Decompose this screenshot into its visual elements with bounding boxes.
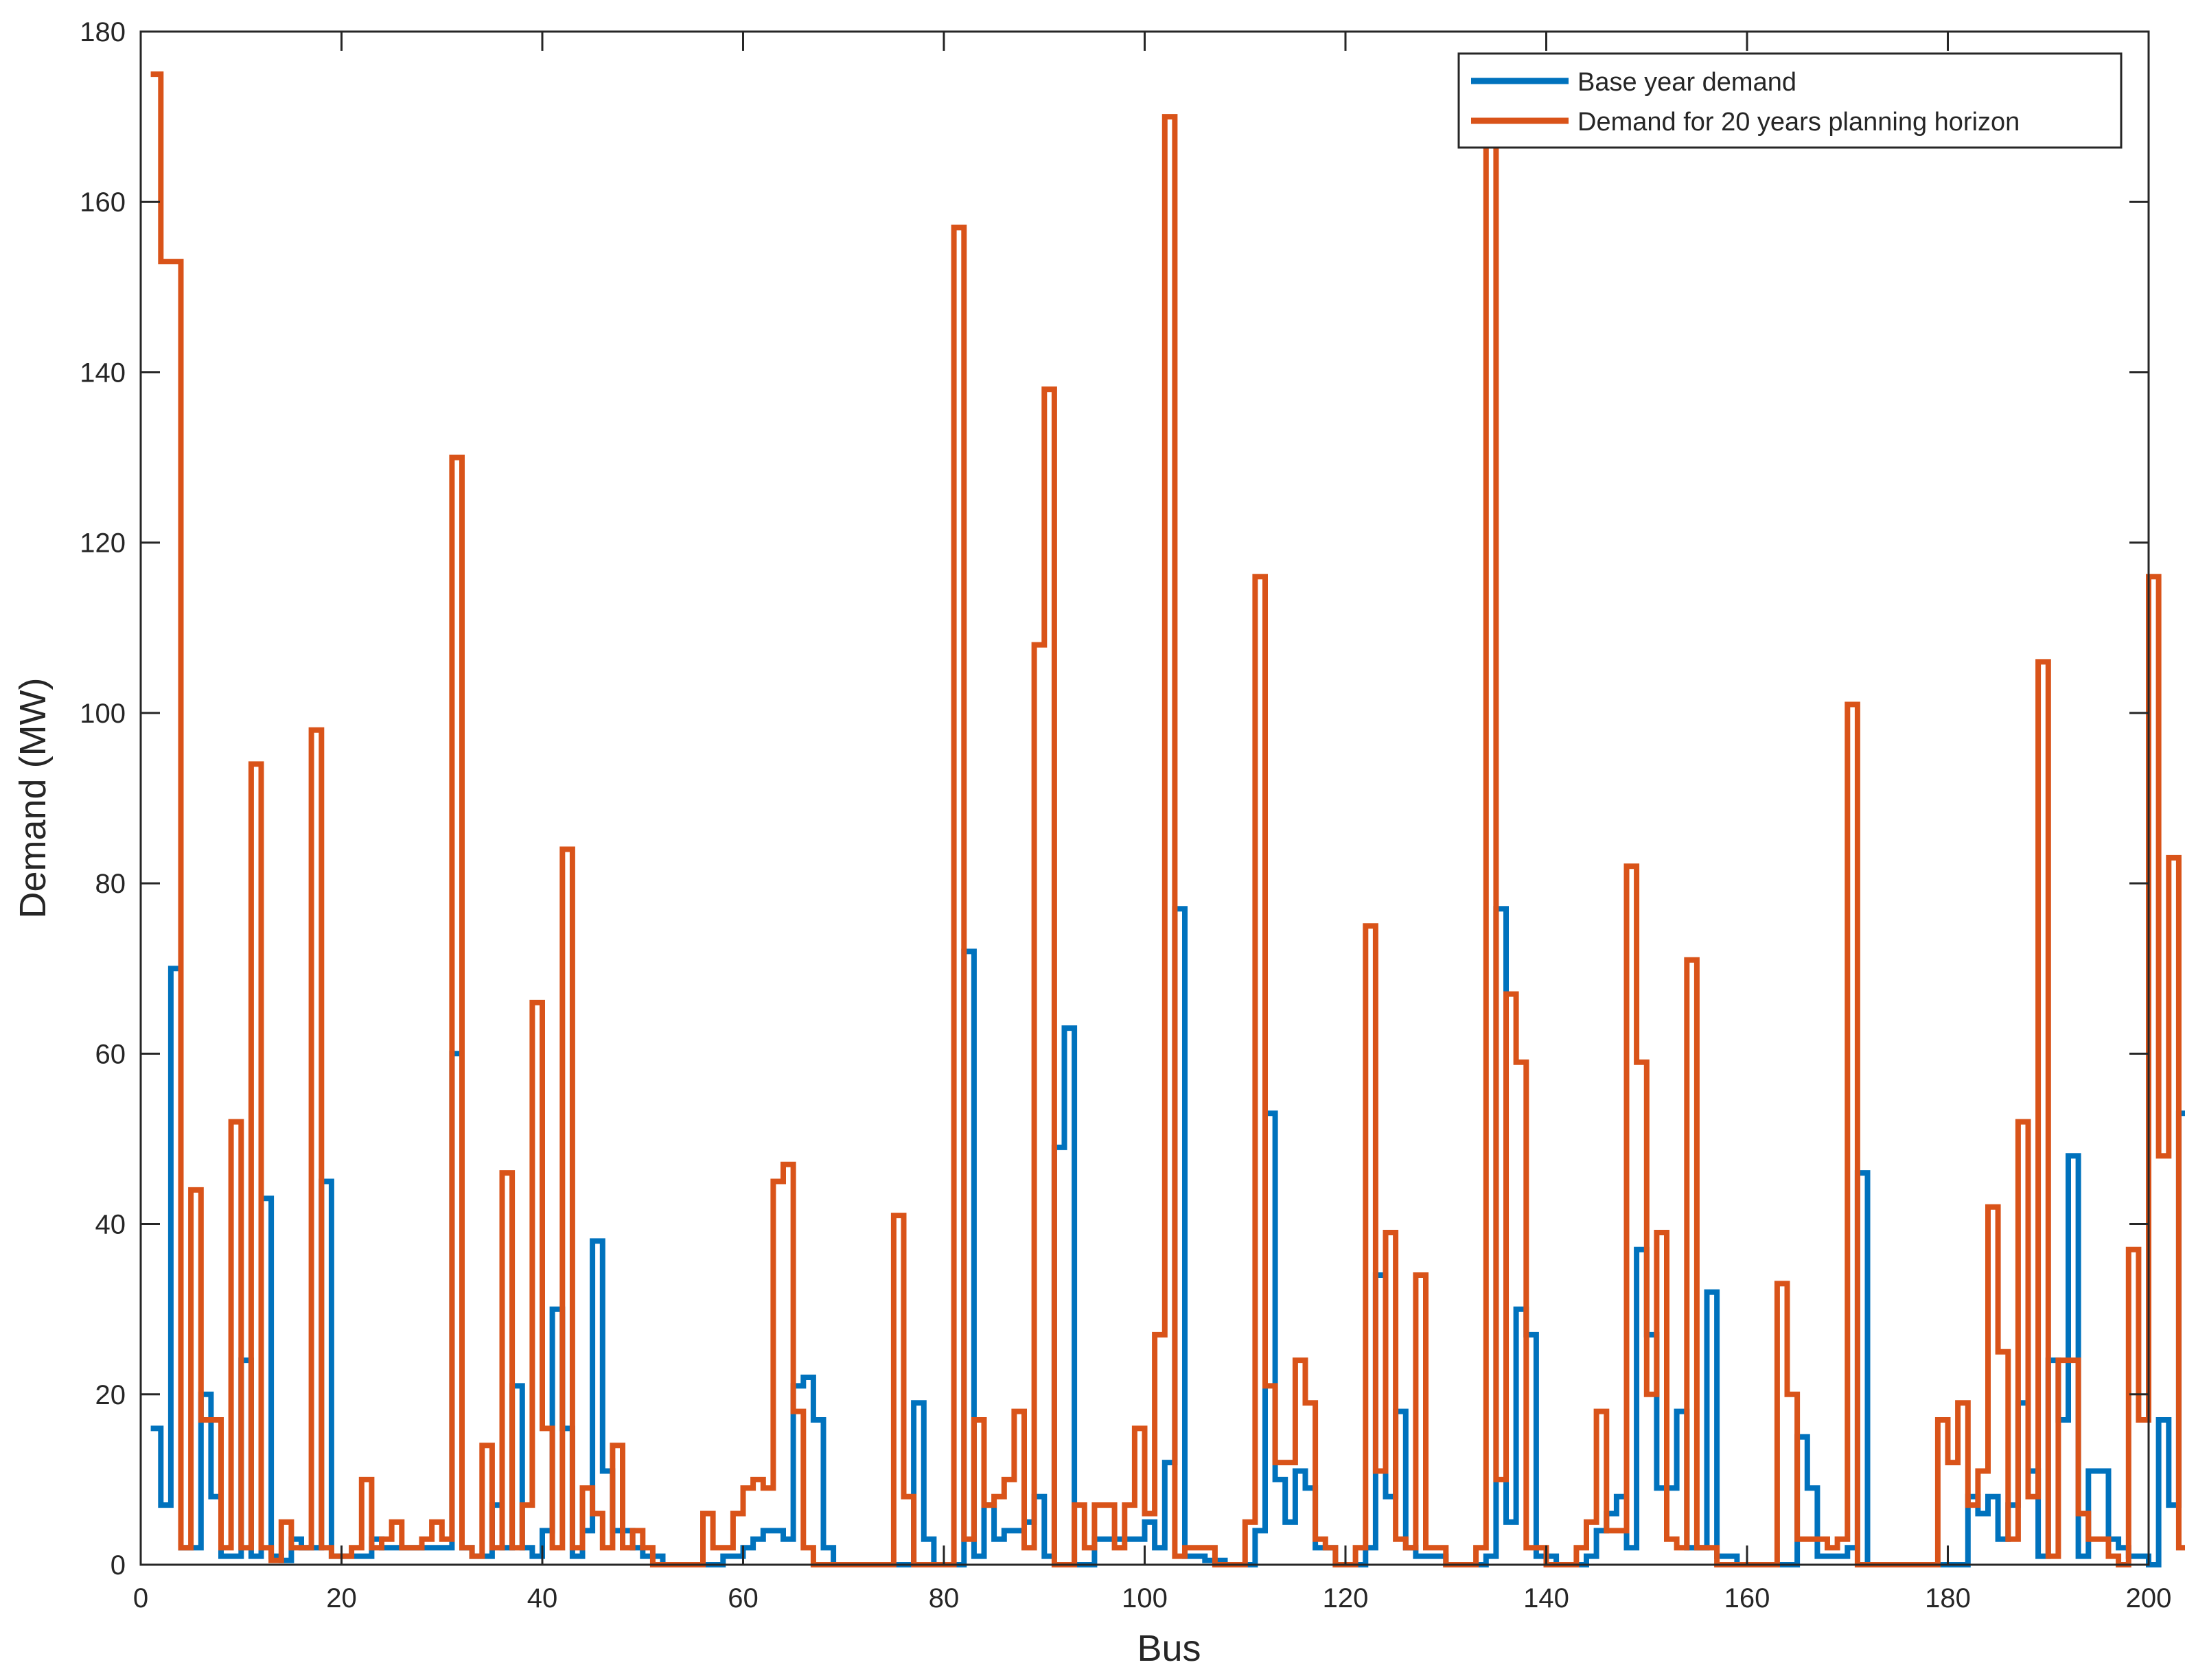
x-tick-label: 200	[2126, 1583, 2172, 1613]
y-tick-label: 140	[80, 358, 126, 388]
legend: Base year demand Demand for 20 years pla…	[1457, 52, 2123, 149]
legend-label-20-years: Demand for 20 years planning horizon	[1577, 108, 2020, 137]
x-tick-label: 40	[527, 1583, 558, 1613]
x-tick-label: 60	[728, 1583, 759, 1613]
tick-layer	[139, 30, 2150, 1566]
y-tick-label: 60	[95, 1039, 126, 1069]
x-tick-label: 0	[133, 1583, 148, 1613]
y-tick-label: 0	[111, 1550, 126, 1580]
x-tick-label: 20	[326, 1583, 357, 1613]
x-tick-label: 120	[1323, 1583, 1369, 1613]
y-axis-label: Demand (MW)	[12, 677, 54, 918]
legend-box	[1457, 52, 2123, 149]
tick-labels: 0 20 40 60 80 100 120 140 160 180 200 0 20 40 60 80 100 1…	[80, 17, 2171, 1613]
y-tick-label: 160	[80, 187, 126, 218]
x-tick-label: 160	[1724, 1583, 1770, 1613]
y-tick-label: 20	[95, 1380, 126, 1410]
y-tick-label: 80	[95, 869, 126, 899]
y-tick-label: 120	[80, 528, 126, 559]
y-tick-label: 100	[80, 699, 126, 729]
x-tick-label: 140	[1523, 1583, 1569, 1613]
x-tick-label: 100	[1122, 1583, 1168, 1613]
y-tick-label: 40	[95, 1210, 126, 1240]
x-tick-label: 180	[1925, 1583, 1971, 1613]
legend-label-base-year: Base year demand	[1577, 68, 1796, 97]
x-tick-label: 80	[929, 1583, 960, 1613]
y-tick-label: 180	[80, 17, 126, 47]
x-axis-label: Bus	[1137, 1628, 1201, 1669]
